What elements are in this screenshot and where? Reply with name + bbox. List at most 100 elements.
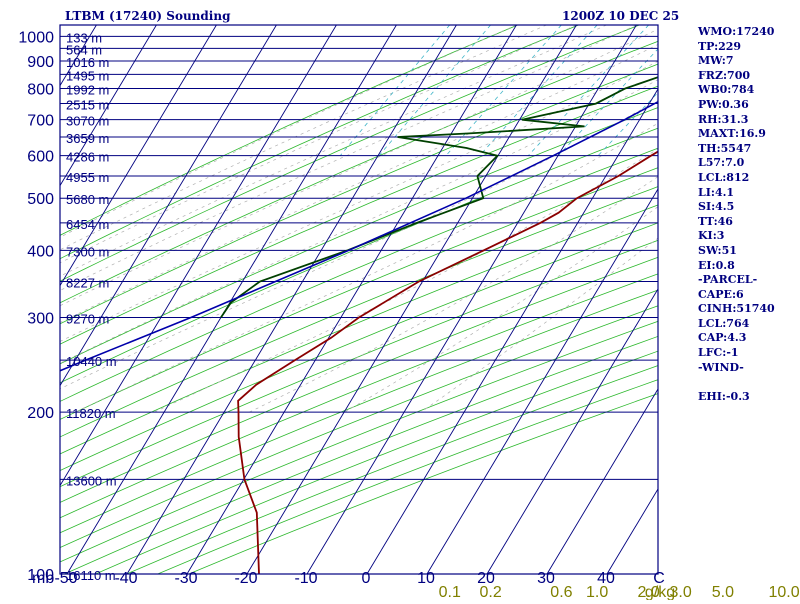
height-label: 5680 m (66, 192, 109, 207)
dry-adiabat (64, 25, 800, 574)
index-line: -PARCEL- (698, 273, 775, 288)
temperature-tick-label: 10 (417, 570, 435, 587)
temperature-tick-label: -40 (114, 570, 137, 587)
dry-adiabat (0, 25, 800, 574)
pressure-tick-label: 200 (27, 405, 54, 422)
index-line: KI:3 (698, 229, 775, 244)
dry-adiabat (0, 25, 800, 574)
index-line: SI:4.5 (698, 200, 775, 215)
isotherm (127, 25, 456, 574)
pressure-tick-label: 500 (27, 191, 54, 208)
height-label: 3070 m (66, 114, 109, 129)
pressure-tick-label: 600 (27, 149, 54, 166)
index-line: CINH:51740 (698, 302, 775, 317)
height-label: 1992 m (66, 82, 109, 97)
temperature-tick-label: -30 (174, 570, 197, 587)
temperature-tick-label: -50 (54, 570, 77, 587)
index-line: LCL:812 (698, 171, 775, 186)
isotherm (0, 25, 36, 574)
index-line: EHI:-0.3 (698, 390, 775, 405)
height-label: 1495 m (66, 68, 109, 83)
mixing-ratio-label: 0.6 (550, 584, 572, 600)
height-label: 13600 m (66, 473, 117, 488)
index-line: TT:46 (698, 215, 775, 230)
height-label: 11820 m (66, 406, 116, 421)
mixing-ratio-label: 0.2 (480, 584, 502, 600)
mixing-ratio-line (782, 25, 800, 156)
index-line: LFC:-1 (698, 346, 775, 361)
index-line: MW:7 (698, 54, 775, 69)
dry-adiabat (2, 25, 800, 574)
moist-adiabat (12, 25, 786, 412)
index-line: RH:31.3 (698, 113, 775, 128)
height-label: 133 m (66, 30, 102, 45)
index-line: WB0:784 (698, 83, 775, 98)
parcel-trace (0, 56, 779, 574)
pressure-tick-label: 300 (27, 310, 54, 327)
moist-adiabat (75, 25, 800, 412)
pressure-tick-label: 800 (27, 81, 54, 98)
mixing-ratio-line (480, 25, 597, 156)
index-line: LCL:764 (698, 317, 775, 332)
dry-adiabat (0, 25, 800, 574)
index-line (698, 375, 775, 390)
trace-layer (0, 56, 779, 574)
index-line: PW:0.36 (698, 98, 775, 113)
dewpoint-trace (221, 56, 724, 318)
mixing-ratio-line (379, 25, 491, 156)
index-line: EI:0.8 (698, 259, 775, 274)
height-label: 7300 m (66, 244, 109, 259)
isotherm (307, 25, 636, 574)
dry-adiabat (0, 25, 800, 574)
pressure-tick-label: 400 (27, 243, 54, 260)
height-label: 6454 m (66, 217, 109, 232)
height-label: 10440 m (66, 354, 117, 369)
index-line: CAP:4.3 (698, 331, 775, 346)
grid-layer (0, 25, 800, 574)
index-line: TH:5547 (698, 142, 775, 157)
dry-adiabat (0, 25, 800, 574)
mixing-ratio-label: 0.1 (439, 584, 461, 600)
index-line: LI:4.1 (698, 186, 775, 201)
mixing-ratio-label: 5.0 (712, 584, 734, 600)
index-line: MAXT:16.9 (698, 127, 775, 142)
mixing-ratio-label: 10.0 (768, 584, 799, 600)
dry-adiabat (0, 25, 800, 574)
temperature-tick-label: 0 (362, 570, 371, 587)
dry-adiabat (0, 25, 800, 574)
dry-adiabat (0, 25, 800, 574)
dry-adiabat (0, 25, 800, 574)
height-label: 4955 m (66, 170, 109, 185)
pressure-unit-label: mb (32, 570, 54, 587)
index-line: L57:7.0 (698, 156, 775, 171)
index-line: FRZ:700 (698, 69, 775, 84)
chart-datetime: 1200Z 10 DEC 25 (562, 9, 679, 23)
isotherm (7, 25, 336, 574)
mixing-ratio-line (558, 25, 680, 156)
height-label: 2515 m (66, 98, 109, 113)
chart-title: LTBM (17240) Sounding (65, 9, 230, 23)
temperature-tick-label: -10 (294, 570, 317, 587)
pressure-tick-label: 900 (27, 54, 54, 71)
dry-adiabat (0, 25, 800, 574)
index-line: SW:51 (698, 244, 775, 259)
isotherm (247, 25, 576, 574)
height-label: 3659 m (66, 131, 109, 146)
height-label: 9270 m (66, 311, 109, 326)
index-line: TP:229 (698, 40, 775, 55)
height-label: 4286 m (66, 150, 109, 165)
pressure-tick-label: 700 (27, 113, 54, 130)
dry-adiabat (0, 25, 800, 574)
height-label: 8227 m (66, 276, 109, 291)
index-line: WMO:17240 (698, 25, 775, 40)
index-line: -WIND- (698, 361, 775, 376)
index-line: CAPE:6 (698, 288, 775, 303)
dry-adiabat (96, 25, 800, 574)
mixing-ratio-label: 1.0 (586, 584, 608, 600)
mixing-ratio-line (446, 25, 561, 156)
pressure-tick-label: 1000 (18, 29, 54, 46)
dry-adiabat (0, 25, 800, 574)
